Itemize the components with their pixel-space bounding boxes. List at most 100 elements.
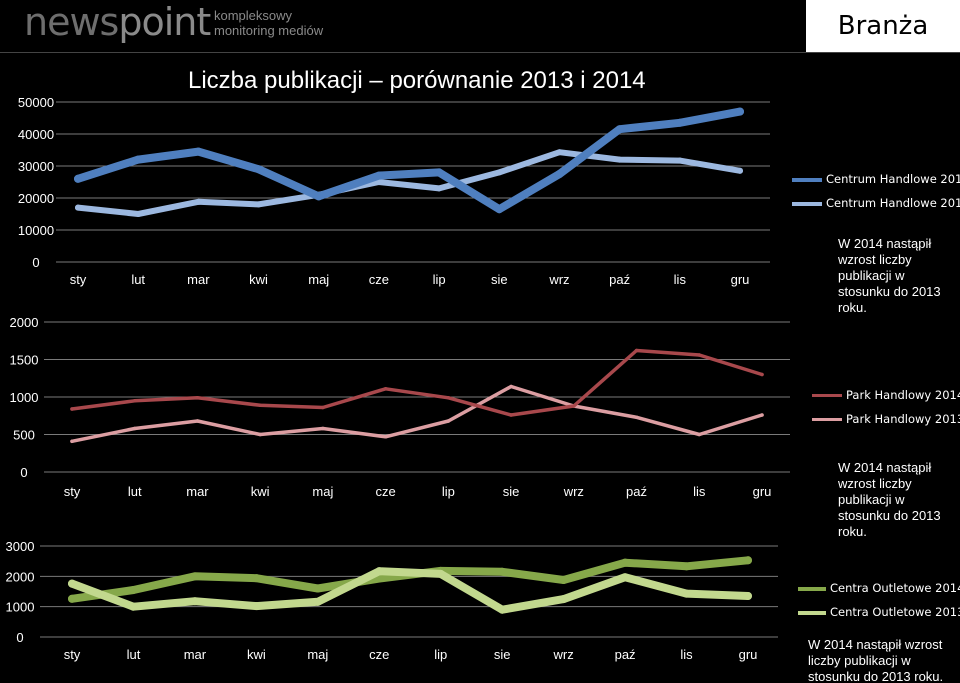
data-point xyxy=(634,348,639,353)
data-point xyxy=(313,597,322,606)
data-point xyxy=(509,413,513,417)
x-tick-label: gru xyxy=(731,272,750,287)
x-tick-label: paź xyxy=(626,484,647,499)
data-point xyxy=(446,419,451,423)
x-tick-label: gru xyxy=(739,647,758,662)
section-label: Branża xyxy=(806,0,960,52)
x-tick-label: mar xyxy=(184,647,207,662)
data-point xyxy=(736,107,744,116)
x-tick-label: lut xyxy=(127,647,141,662)
logo-tagline: kompleksowy monitoring mediów xyxy=(214,8,324,38)
y-tick-label: 50000 xyxy=(18,95,54,110)
legend-item-centrum-2014: Centrum Handlowe 2014 xyxy=(792,172,960,186)
data-point xyxy=(134,155,143,164)
x-tick-label: maj xyxy=(307,647,328,662)
data-point xyxy=(195,419,200,423)
y-tick-label: 30000 xyxy=(18,159,54,174)
data-point xyxy=(70,439,74,443)
x-tick-label: maj xyxy=(308,272,329,287)
legend-outlet: Centra Outletowe 2014 Centra Outletowe 2… xyxy=(798,581,960,619)
data-point xyxy=(252,574,261,583)
data-point xyxy=(314,192,323,201)
y-tick-label: 20000 xyxy=(18,191,54,206)
y-tick-label: 3000 xyxy=(6,539,35,554)
data-point xyxy=(495,205,504,214)
data-point xyxy=(760,372,764,377)
legend-swatch xyxy=(812,394,842,397)
legend-swatch xyxy=(798,586,826,591)
data-point xyxy=(436,185,443,192)
x-tick-label: sie xyxy=(503,484,520,499)
x-tick-label: paź xyxy=(609,272,630,287)
x-tick-label: maj xyxy=(312,484,333,499)
data-point xyxy=(744,556,752,565)
x-tick-label: gru xyxy=(753,484,772,499)
y-tick-label: 1000 xyxy=(10,390,39,405)
header-divider xyxy=(0,52,960,53)
x-tick-label: kwi xyxy=(251,484,270,499)
legend-swatch xyxy=(792,177,822,182)
data-point xyxy=(132,399,137,403)
data-point xyxy=(75,204,81,211)
x-tick-label: lut xyxy=(131,272,145,287)
data-point xyxy=(621,573,630,582)
data-point xyxy=(383,435,388,439)
data-point xyxy=(375,179,382,185)
data-point xyxy=(374,171,383,180)
data-point xyxy=(313,584,322,593)
x-tick-label: sie xyxy=(494,647,511,662)
data-point xyxy=(255,201,262,208)
data-point xyxy=(559,595,568,604)
data-point xyxy=(258,432,262,437)
data-point xyxy=(634,415,639,419)
x-tick-label: lis xyxy=(693,484,706,499)
x-tick-label: cze xyxy=(369,647,389,662)
data-point xyxy=(190,597,199,606)
legend-swatch xyxy=(812,418,842,421)
x-tick-label: sty xyxy=(64,647,81,662)
data-point xyxy=(697,353,702,357)
data-point xyxy=(190,572,199,581)
legend-item-outlet-2013: Centra Outletowe 2013 xyxy=(798,605,960,619)
x-tick-label: wrz xyxy=(548,272,569,287)
data-point xyxy=(498,567,507,576)
data-point xyxy=(498,605,507,614)
data-point xyxy=(737,167,743,174)
x-tick-label: cze xyxy=(369,272,389,287)
legend-item-park-2013: Park Handlowy 2013 xyxy=(812,412,960,426)
y-tick-label: 1500 xyxy=(10,353,39,368)
x-tick-label: paź xyxy=(615,647,636,662)
x-tick-label: lis xyxy=(680,647,693,662)
data-point xyxy=(675,118,684,127)
logo-wordmark: newspoint xyxy=(24,0,211,44)
data-point xyxy=(375,567,384,576)
x-tick-label: sie xyxy=(491,272,508,287)
data-point xyxy=(760,413,764,417)
data-point xyxy=(321,405,325,410)
data-point xyxy=(615,125,624,134)
legend-item-centrum-2013: Centrum Handlowe 2013 xyxy=(792,196,960,210)
legend-item-park-2014: Park Handlowy 2014 xyxy=(812,388,960,402)
data-point xyxy=(496,169,503,176)
data-point xyxy=(70,407,74,411)
legend-item-outlet-2014: Centra Outletowe 2014 xyxy=(798,581,960,595)
series-line-2013 xyxy=(75,149,743,217)
data-point xyxy=(195,198,202,205)
data-point xyxy=(682,589,691,598)
series-line-2013 xyxy=(68,567,752,614)
x-tick-label: wrz xyxy=(563,484,584,499)
series-line-2014 xyxy=(70,348,764,417)
data-point xyxy=(697,432,702,437)
x-tick-label: lip xyxy=(442,484,455,499)
x-tick-label: sty xyxy=(64,484,81,499)
data-point xyxy=(68,579,76,588)
data-point xyxy=(435,168,444,177)
x-tick-label: kwi xyxy=(249,272,268,287)
y-tick-label: 0 xyxy=(20,465,27,480)
x-tick-label: sty xyxy=(70,272,87,287)
data-point xyxy=(135,211,142,217)
y-tick-label: 500 xyxy=(13,428,35,443)
chart-1: 0 10000 20000 30000 40000 50000 sty lut mar kwi ma… xyxy=(18,95,770,287)
data-point xyxy=(621,558,630,567)
data-point xyxy=(559,575,568,584)
